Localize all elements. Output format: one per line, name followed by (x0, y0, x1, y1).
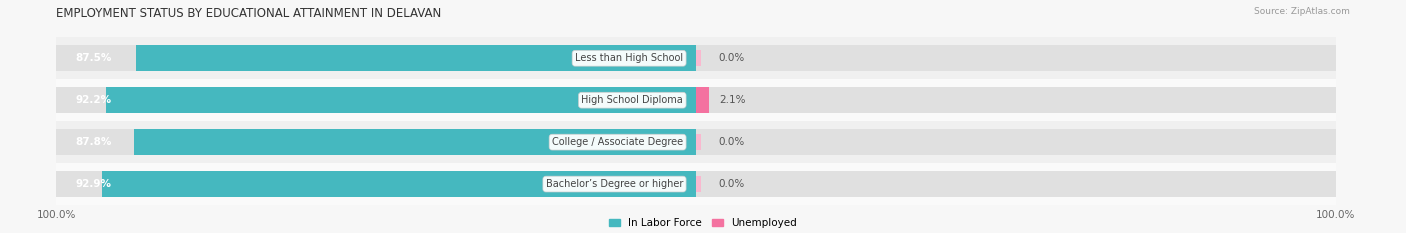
Bar (135, 129, 696, 155)
Bar (56, 37, 696, 79)
Bar (56, 129, 696, 155)
Bar (56, 45, 696, 71)
Text: Less than High School: Less than High School (575, 53, 683, 63)
Text: EMPLOYMENT STATUS BY EDUCATIONAL ATTAINMENT IN DELAVAN: EMPLOYMENT STATUS BY EDUCATIONAL ATTAINM… (56, 7, 441, 20)
Bar (696, 163, 1336, 205)
Bar (696, 176, 702, 192)
Legend: In Labor Force, Unemployed: In Labor Force, Unemployed (609, 218, 797, 228)
Bar (696, 37, 1336, 79)
Bar (101, 171, 696, 197)
Bar (56, 163, 696, 205)
Text: 0.0%: 0.0% (718, 179, 745, 189)
Bar (56, 121, 696, 163)
Bar (696, 171, 1336, 197)
Bar (696, 134, 702, 150)
Text: 2.1%: 2.1% (718, 95, 745, 105)
Bar (136, 45, 696, 71)
Bar (696, 129, 1336, 155)
Text: 87.8%: 87.8% (76, 137, 112, 147)
Text: 0.0%: 0.0% (718, 137, 745, 147)
Bar (696, 79, 1336, 121)
Text: 92.2%: 92.2% (76, 95, 111, 105)
Text: Bachelor’s Degree or higher: Bachelor’s Degree or higher (546, 179, 683, 189)
Bar (696, 121, 1336, 163)
Text: 0.0%: 0.0% (718, 53, 745, 63)
Bar (696, 51, 702, 66)
Bar (105, 87, 696, 113)
Bar (56, 171, 696, 197)
Bar (56, 87, 696, 113)
Text: Source: ZipAtlas.com: Source: ZipAtlas.com (1254, 7, 1350, 16)
Text: High School Diploma: High School Diploma (582, 95, 683, 105)
Bar (696, 87, 1336, 113)
Bar (56, 79, 696, 121)
Text: 87.5%: 87.5% (76, 53, 112, 63)
Bar (696, 87, 710, 113)
Bar (696, 45, 1336, 71)
Text: 92.9%: 92.9% (76, 179, 111, 189)
Text: College / Associate Degree: College / Associate Degree (553, 137, 683, 147)
